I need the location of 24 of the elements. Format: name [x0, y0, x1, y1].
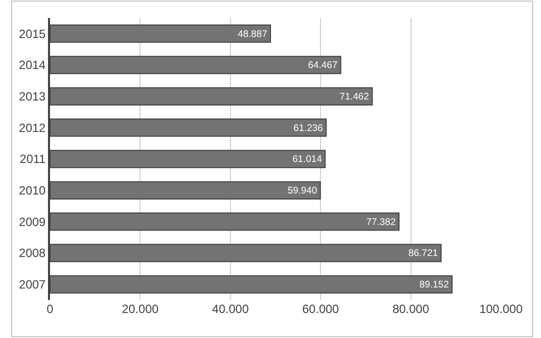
- data-label: 59.940: [288, 186, 318, 197]
- y-tick-label: 2012: [18, 120, 46, 135]
- y-tick-label: 2010: [18, 184, 46, 198]
- y-tick-label: 2011: [20, 152, 46, 166]
- x-tick-label: 100.000: [479, 302, 524, 316]
- data-label: 61.236: [293, 122, 323, 134]
- y-tick-label: 2007: [18, 278, 46, 292]
- x-tick-label: 20.000: [122, 302, 159, 316]
- data-label: 89.152: [419, 280, 449, 291]
- y-tick-label: 2015: [18, 26, 46, 41]
- y-tick-label: 2013: [18, 90, 46, 104]
- y-tick-label: 2009: [18, 214, 46, 229]
- data-label: 64.467: [308, 60, 338, 72]
- y-tick-label: 2014: [18, 58, 46, 72]
- x-tick-label: 80.000: [392, 302, 430, 316]
- x-tick-label: 40.000: [212, 302, 250, 316]
- data-label: 48.887: [238, 28, 268, 40]
- x-tick-label: 60.000: [302, 302, 340, 316]
- x-tick-label: 0: [46, 302, 54, 316]
- data-label: 86.721: [408, 248, 438, 260]
- data-label: 61.014: [292, 154, 323, 166]
- data-label: 71.462: [340, 92, 370, 103]
- y-tick-label: 2008: [18, 246, 46, 260]
- data-label: 77.382: [366, 216, 396, 228]
